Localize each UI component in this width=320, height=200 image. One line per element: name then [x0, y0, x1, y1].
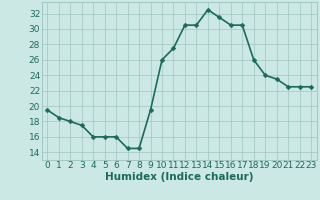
X-axis label: Humidex (Indice chaleur): Humidex (Indice chaleur) — [105, 172, 253, 182]
